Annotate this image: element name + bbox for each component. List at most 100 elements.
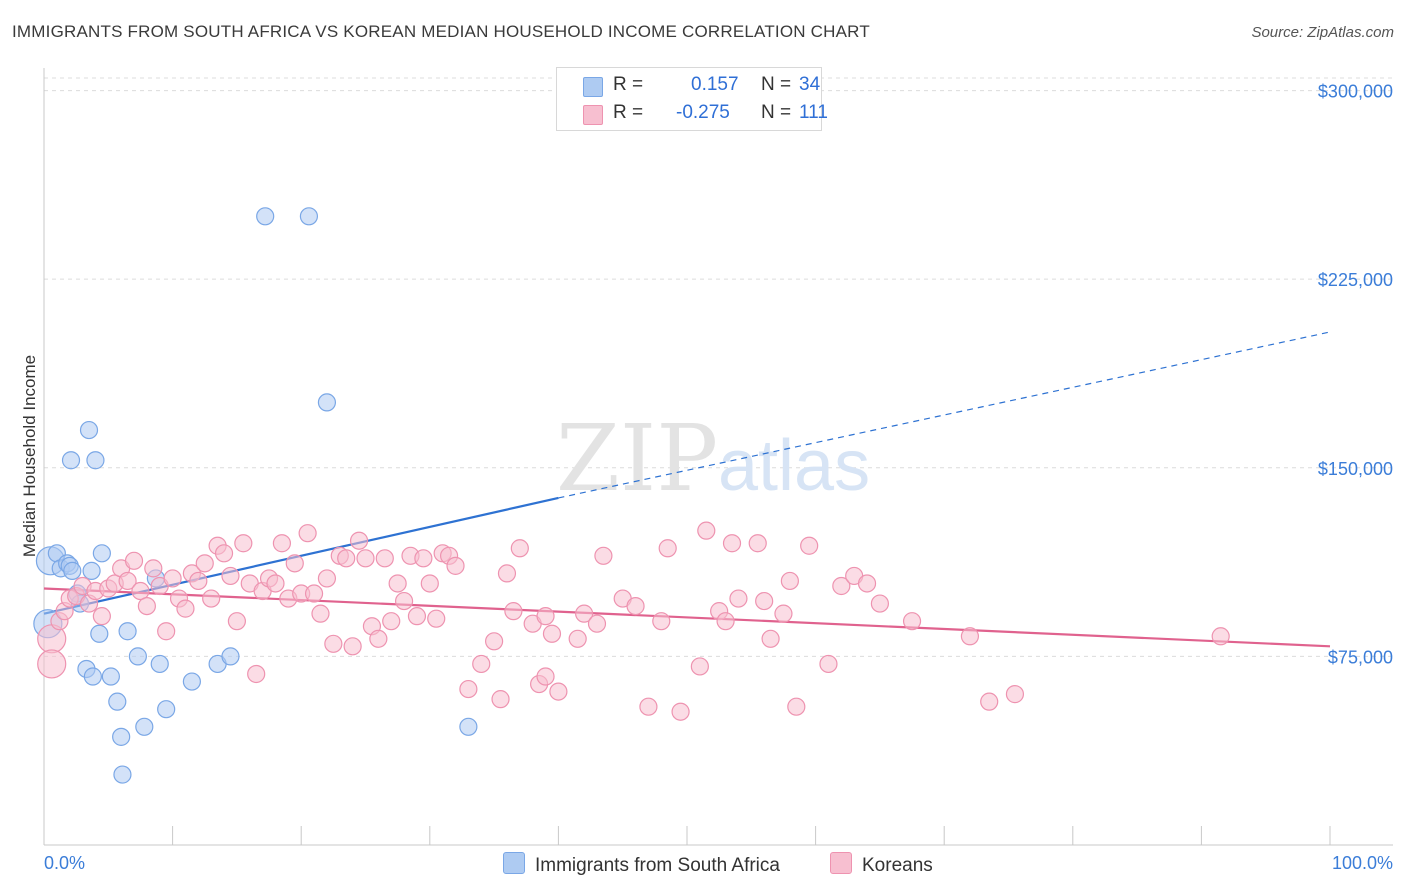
- korean-point: [1005, 685, 1025, 704]
- south-africa-point: [150, 654, 169, 674]
- bottom-legend-swatch-south-africa: [503, 852, 525, 874]
- south-africa-point: [118, 622, 137, 641]
- korean-point: [266, 574, 285, 593]
- korean-point: [472, 654, 491, 674]
- korean-point: [382, 612, 401, 631]
- korean-point: [298, 524, 317, 543]
- south-africa-trend-line: [43, 496, 559, 615]
- korean-point: [137, 596, 156, 616]
- south-africa-point: [221, 647, 240, 666]
- legend-r-value: -0.275: [676, 102, 730, 123]
- legend-swatch-koreans: [583, 105, 603, 125]
- korean-point: [195, 554, 214, 573]
- korean-point: [697, 521, 716, 540]
- korean-point: [144, 559, 163, 578]
- korean-point: [176, 599, 195, 618]
- korean-point: [202, 589, 221, 608]
- korean-point: [414, 549, 433, 568]
- data-points: [33, 207, 1230, 784]
- korean-point: [272, 534, 292, 553]
- korean-point: [388, 574, 407, 593]
- korean-point: [729, 589, 748, 608]
- korean-point: [857, 574, 877, 593]
- y-tick-label: $300,000: [1318, 82, 1393, 102]
- korean-point: [324, 634, 343, 653]
- south-africa-point: [90, 624, 109, 643]
- korean-point: [375, 549, 394, 568]
- bottom-legend-koreans: Koreans: [830, 852, 933, 877]
- korean-point: [317, 569, 337, 588]
- korean-point: [504, 602, 523, 621]
- korean-point: [671, 702, 690, 721]
- korean-point: [459, 679, 478, 699]
- legend-n-value: 34: [799, 74, 821, 95]
- korean-point: [568, 629, 587, 648]
- korean-point: [497, 564, 517, 583]
- korean-point: [722, 534, 742, 553]
- korean-point: [594, 546, 613, 565]
- korean-point: [131, 581, 150, 601]
- korean-point: [37, 649, 67, 679]
- korean-point: [311, 604, 330, 623]
- south-africa-point: [128, 647, 147, 666]
- x-tick-label-end: 100.0%: [1332, 853, 1393, 873]
- chart-title: IMMIGRANTS FROM SOUTH AFRICA VS KOREAN M…: [12, 22, 870, 41]
- watermark-zip: ZIP: [556, 405, 718, 512]
- south-africa-point: [299, 207, 319, 226]
- bottom-legend-label: Koreans: [862, 855, 933, 876]
- source-label: Source: ZipAtlas.com: [1251, 24, 1394, 41]
- axes: [43, 68, 1393, 846]
- korean-point: [536, 607, 555, 626]
- korean-point: [157, 622, 176, 641]
- korean-point: [337, 549, 356, 568]
- grid: [44, 77, 1393, 657]
- korean-point: [485, 632, 504, 651]
- korean-point: [832, 576, 851, 596]
- korean-point: [639, 697, 658, 716]
- bottom-legend-label: Immigrants from South Africa: [535, 855, 780, 876]
- korean-point: [780, 571, 799, 591]
- y-tick-label: $75,000: [1328, 647, 1393, 667]
- korean-point: [575, 604, 594, 623]
- korean-point: [189, 571, 208, 591]
- korean-point: [427, 609, 446, 628]
- watermark: ZIP atlas: [556, 405, 870, 512]
- korean-point: [549, 682, 568, 701]
- korean-point: [227, 612, 246, 631]
- korean-point: [800, 536, 819, 555]
- legend-swatch-south-africa: [583, 77, 603, 97]
- korean-point: [356, 549, 375, 568]
- korean-point: [652, 612, 671, 631]
- korean-point: [980, 692, 999, 711]
- south-africa-point: [86, 451, 105, 470]
- south-africa-point: [82, 561, 101, 580]
- correlation-legend: R = 0.157 N = 34 R = -0.275 N = 111: [556, 67, 828, 131]
- korean-point: [587, 614, 607, 633]
- legend-r-value: 0.157: [691, 74, 739, 95]
- korean-point: [870, 594, 890, 613]
- south-africa-point: [182, 672, 201, 691]
- korean-point: [285, 554, 304, 573]
- korean-point: [407, 607, 427, 626]
- watermark-atlas: atlas: [718, 426, 870, 506]
- legend-n-value: 111: [799, 102, 828, 123]
- korean-point: [902, 612, 922, 631]
- korean-point: [343, 637, 362, 656]
- korean-point: [163, 569, 182, 588]
- bottom-legend-swatch-koreans: [830, 852, 852, 874]
- south-africa-point: [108, 692, 127, 711]
- korean-point: [118, 571, 137, 591]
- korean-point: [658, 539, 677, 558]
- korean-point: [774, 604, 793, 623]
- korean-point: [420, 574, 439, 593]
- korean-point: [542, 624, 562, 643]
- korean-point: [247, 664, 266, 684]
- korean-point: [755, 591, 774, 611]
- korean-point: [960, 627, 980, 646]
- legend-r-label: R =: [613, 74, 644, 95]
- korean-point: [716, 612, 735, 631]
- korean-point: [369, 629, 388, 648]
- y-tick-label: $150,000: [1318, 459, 1393, 479]
- south-africa-point: [157, 700, 176, 719]
